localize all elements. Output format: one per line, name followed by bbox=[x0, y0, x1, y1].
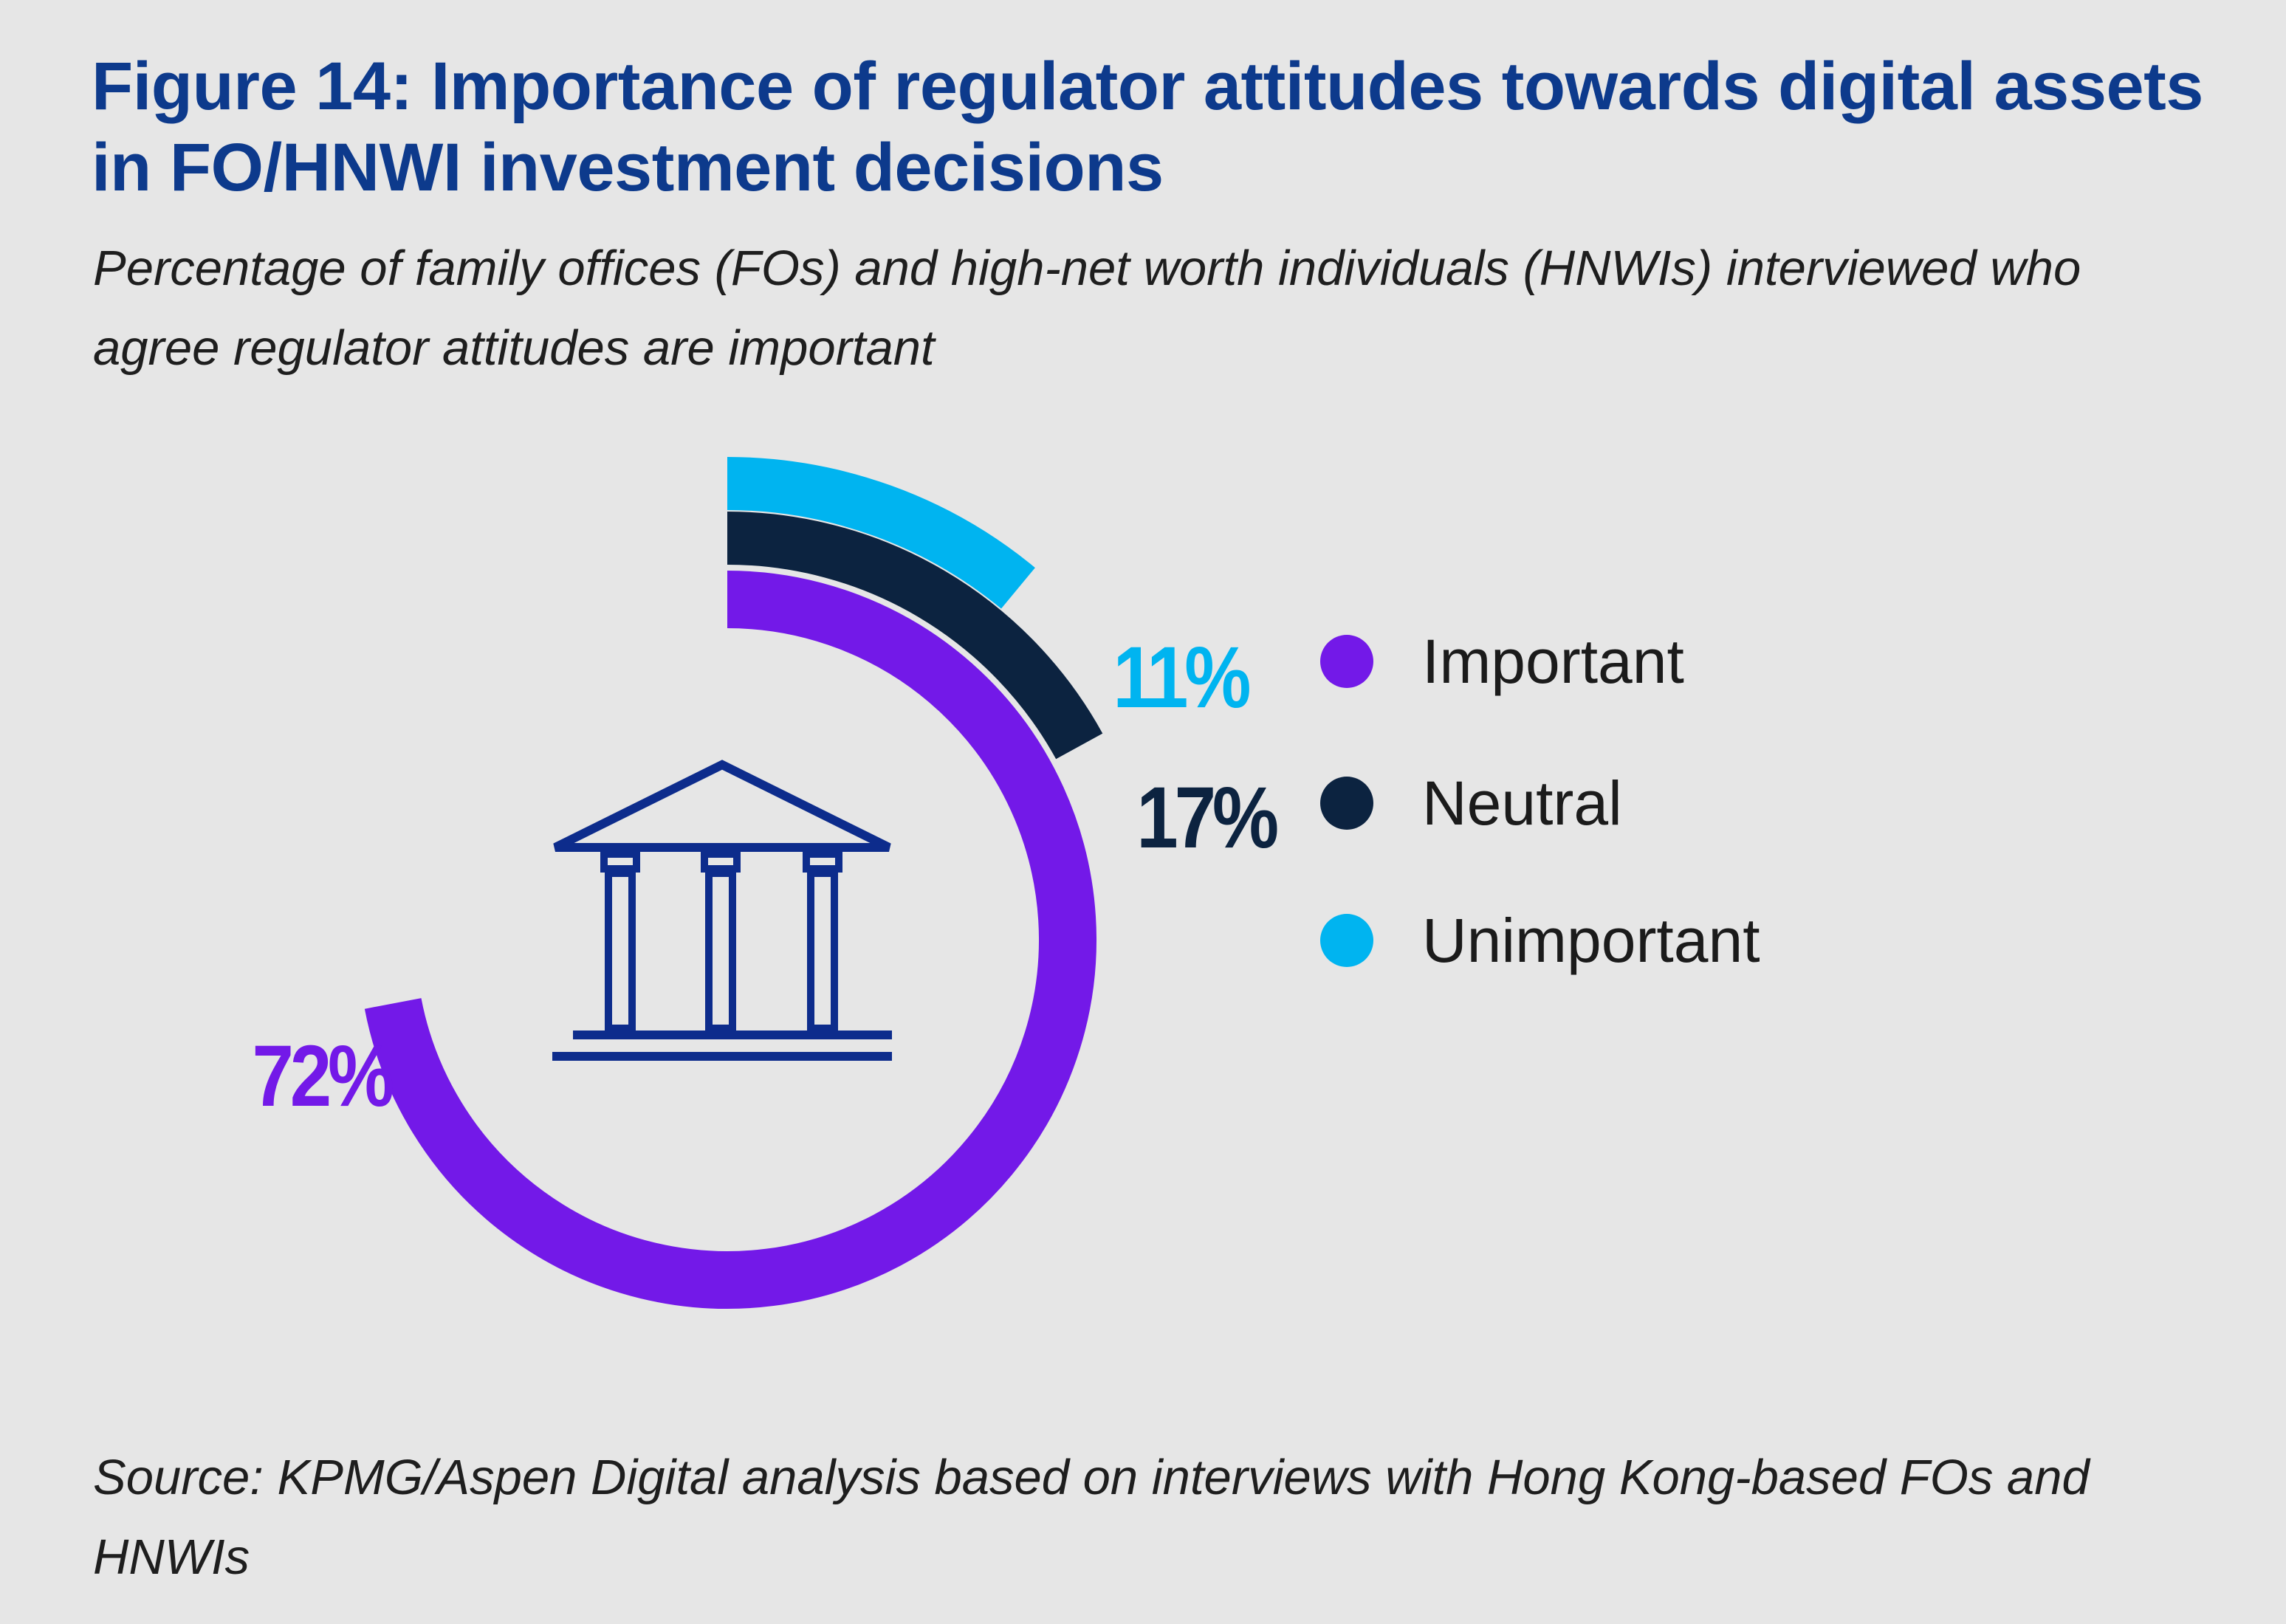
figure-subtitle: Percentage of family offices (FOs) and h… bbox=[93, 241, 2081, 376]
data-label-important: 72% bbox=[252, 1028, 392, 1125]
legend-label-neutral: Neutral bbox=[1422, 768, 1622, 838]
legend-item-important: Important bbox=[1320, 613, 1985, 701]
arc-important bbox=[364, 571, 1096, 1309]
legend-label-unimportant: Unimportant bbox=[1422, 906, 1760, 975]
chart-arcs bbox=[364, 457, 1103, 1309]
data-label-neutral: 17% bbox=[1136, 769, 1277, 867]
legend-item-unimportant: Unimportant bbox=[1320, 892, 1985, 980]
legend-label-important: Important bbox=[1422, 627, 1684, 696]
legend-swatch-important bbox=[1320, 635, 1373, 688]
legend-swatch-neutral bbox=[1320, 777, 1373, 830]
chart-data-labels: 72% 17% 11% bbox=[252, 629, 1280, 1125]
arc-unimportant bbox=[727, 457, 1035, 609]
source-note: Source: KPMG/Aspen Digital analysis base… bbox=[93, 1450, 2090, 1585]
legend-item-neutral: Neutral bbox=[1320, 754, 1985, 843]
arc-neutral bbox=[727, 512, 1103, 760]
bank-building-icon bbox=[552, 760, 892, 1061]
legend-swatch-unimportant bbox=[1320, 914, 1373, 967]
figure-title: Figure 14: Importance of regulator attit… bbox=[92, 49, 2203, 205]
data-label-unimportant: 11% bbox=[1113, 629, 1249, 726]
